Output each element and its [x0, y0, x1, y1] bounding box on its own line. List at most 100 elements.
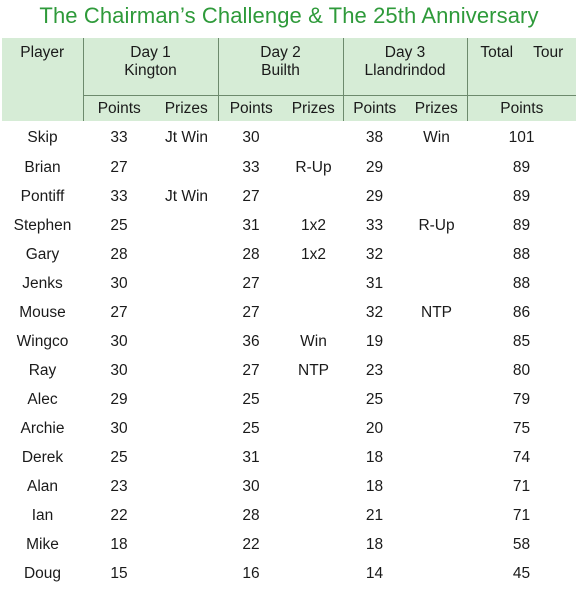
player-name-cell: Gary — [25, 245, 60, 263]
day2-prize-cell — [284, 298, 343, 327]
player-name-cell: Skip — [27, 129, 58, 146]
day2-venue: Builth — [261, 62, 300, 79]
day1-points-cell: 33 — [110, 129, 128, 146]
day3-points-cell: 18 — [365, 448, 384, 466]
day2-prize-cell: NTP — [298, 361, 330, 379]
day1-points-cell: 30 — [110, 332, 128, 350]
day1-prize-cell — [155, 211, 218, 240]
day3-prize-cell — [406, 240, 467, 269]
day1-points-cell: 27 — [110, 303, 128, 321]
player-name-cell: Ian — [31, 506, 54, 524]
total-points-cell: 71 — [512, 506, 531, 524]
day2-prize-cell — [284, 501, 343, 530]
total-tour-header: Total Tour — [466, 38, 577, 96]
day1-points-cell: 18 — [110, 535, 128, 553]
day2-title: Day 2 — [260, 44, 301, 61]
table-row: Archie 30 25 20 75 — [2, 414, 576, 443]
day2-points-cell: 25 — [242, 419, 260, 437]
total-points-cell: 80 — [512, 361, 531, 379]
total-points-cell: 75 — [512, 419, 531, 437]
day2-points-cell: 16 — [242, 564, 260, 582]
player-name-cell: Alan — [26, 477, 59, 495]
day1-prize-cell — [155, 530, 218, 559]
day1-prize-cell: Jt Win — [164, 129, 209, 146]
page-title: The Chairman’s Challenge & The 25th Anni… — [39, 3, 539, 28]
tour-word: Tour — [533, 44, 564, 61]
total-word: Total — [480, 44, 514, 61]
results-table: Player Day 1 Kington Day 2 Builth Day 3 … — [2, 38, 577, 588]
player-name-cell: Alec — [27, 390, 58, 408]
total-points-cell: 71 — [512, 477, 531, 495]
player-name-cell: Wingco — [16, 332, 69, 350]
day1-points-cell: 15 — [110, 564, 128, 582]
total-points-cell: 85 — [512, 332, 531, 350]
player-name-cell: Brian — [24, 158, 61, 176]
total-points-cell: 89 — [512, 187, 531, 205]
day3-points-cell: 18 — [365, 535, 384, 553]
day1-points-cell: 25 — [110, 216, 128, 234]
day3-prize-cell — [406, 559, 467, 588]
day2-points-cell: 30 — [242, 129, 260, 146]
day3-points-cell: 21 — [365, 506, 384, 524]
day3-prize-cell: Win — [423, 129, 450, 146]
total-points-cell: 88 — [512, 274, 531, 292]
day2-prize-cell — [284, 269, 343, 298]
day1-points-cell: 23 — [110, 477, 128, 495]
table-row: Alec 29 25 25 79 — [2, 385, 576, 414]
day1-prize-cell — [155, 443, 218, 472]
day2-prize-cell — [284, 414, 343, 443]
table-row: Brian 27 33 R-Up 29 89 — [2, 153, 576, 182]
day3-points-cell: 23 — [365, 361, 384, 379]
day3-prize-cell — [406, 501, 467, 530]
day1-points-cell: 30 — [110, 419, 128, 437]
day1-prize-cell — [155, 385, 218, 414]
day1-prize-cell — [155, 327, 218, 356]
day3-points-cell: 32 — [365, 245, 384, 263]
table-row: Pontiff 33 Jt Win 27 29 89 — [2, 182, 576, 211]
table-row: Ian 22 28 21 71 — [2, 501, 576, 530]
total-points-cell: 88 — [512, 245, 531, 263]
player-name-cell: Archie — [20, 419, 65, 437]
table-row: Stephen 25 31 1x2 33 R-Up 89 — [2, 211, 576, 240]
player-name-cell: Pontiff — [20, 187, 65, 205]
day1-points-cell: 25 — [110, 448, 128, 466]
day1-points-cell: 22 — [110, 506, 128, 524]
day1-points-cell: 28 — [110, 245, 128, 263]
day1-points-cell: 30 — [110, 274, 128, 292]
day3-prize-cell: R-Up — [418, 216, 455, 234]
day1-prizes-header: Prizes — [155, 95, 219, 121]
total-points-cell: 74 — [512, 448, 531, 466]
total-points-header: Points — [466, 95, 577, 121]
day1-points-cell: 29 — [110, 390, 128, 408]
table-row: Derek 25 31 18 74 — [2, 443, 576, 472]
day2-points-cell: 30 — [242, 477, 260, 495]
total-points-cell: 89 — [512, 216, 531, 234]
day2-points-cell: 22 — [242, 535, 260, 553]
table-row: Skip 33 Jt Win 30 38 Win 101 — [2, 121, 576, 153]
day2-points-cell: 27 — [242, 303, 260, 321]
day1-points-cell: 33 — [110, 187, 128, 205]
total-points-cell: 101 — [508, 129, 535, 146]
day3-points-cell: 38 — [365, 129, 384, 146]
day1-prize-cell — [155, 298, 218, 327]
day2-prize-cell — [284, 121, 343, 153]
day3-prize-cell — [406, 472, 467, 501]
day2-header: Day 2 Builth — [217, 38, 344, 96]
day2-points-cell: 28 — [242, 506, 260, 524]
day1-prize-cell — [155, 269, 218, 298]
day2-points-cell: 27 — [242, 274, 260, 292]
table-row: Doug 15 16 14 45 — [2, 559, 576, 588]
day1-prize-cell — [155, 240, 218, 269]
table-row: Ray 30 27 NTP 23 80 — [2, 356, 576, 385]
day3-points-cell: 32 — [365, 303, 384, 321]
day2-points-cell: 25 — [242, 390, 260, 408]
day2-points-cell: 28 — [242, 245, 260, 263]
day2-prizes-header: Prizes — [284, 95, 344, 121]
day3-prizes-header: Prizes — [406, 95, 468, 121]
day2-points-cell: 33 — [242, 158, 260, 176]
day2-prize-cell — [284, 182, 343, 211]
day2-prize-cell — [284, 472, 343, 501]
day1-points-cell: 30 — [110, 361, 128, 379]
total-points-cell: 58 — [512, 535, 531, 553]
day1-header: Day 1 Kington — [82, 38, 219, 96]
